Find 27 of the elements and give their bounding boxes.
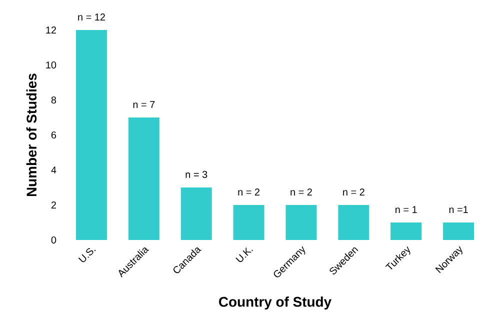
y-tick-label: 12 [46,26,56,34]
bar [180,188,212,240]
bar [233,205,264,240]
y-tick-label: 2 [51,202,56,208]
data-label: n = 7 [133,101,155,108]
y-tick-label: 4 [51,166,56,174]
bar [338,205,370,240]
data-label: n = 1 [396,206,417,213]
data-label: n =1 [449,206,468,213]
y-axis-title: Number of Studies [26,74,37,196]
data-label: n = 2 [343,188,364,196]
bar [443,222,474,240]
data-label: n = 2 [238,188,260,196]
bar [286,205,317,240]
data-label: n = 3 [186,170,208,178]
x-axis-title: Country of Study [219,296,332,310]
y-tick-label: 8 [51,96,56,104]
y-tick-label: 0 [51,236,56,244]
x-tick-label: U.K. [236,247,253,262]
data-label: n = 2 [290,188,312,196]
x-tick-label: U.S. [78,248,96,262]
bar [128,118,160,240]
y-tick-label: 6 [51,131,56,139]
y-tick-label: 10 [46,61,56,69]
data-label: n = 12 [78,14,105,20]
bar [390,222,422,240]
bar [76,30,107,240]
